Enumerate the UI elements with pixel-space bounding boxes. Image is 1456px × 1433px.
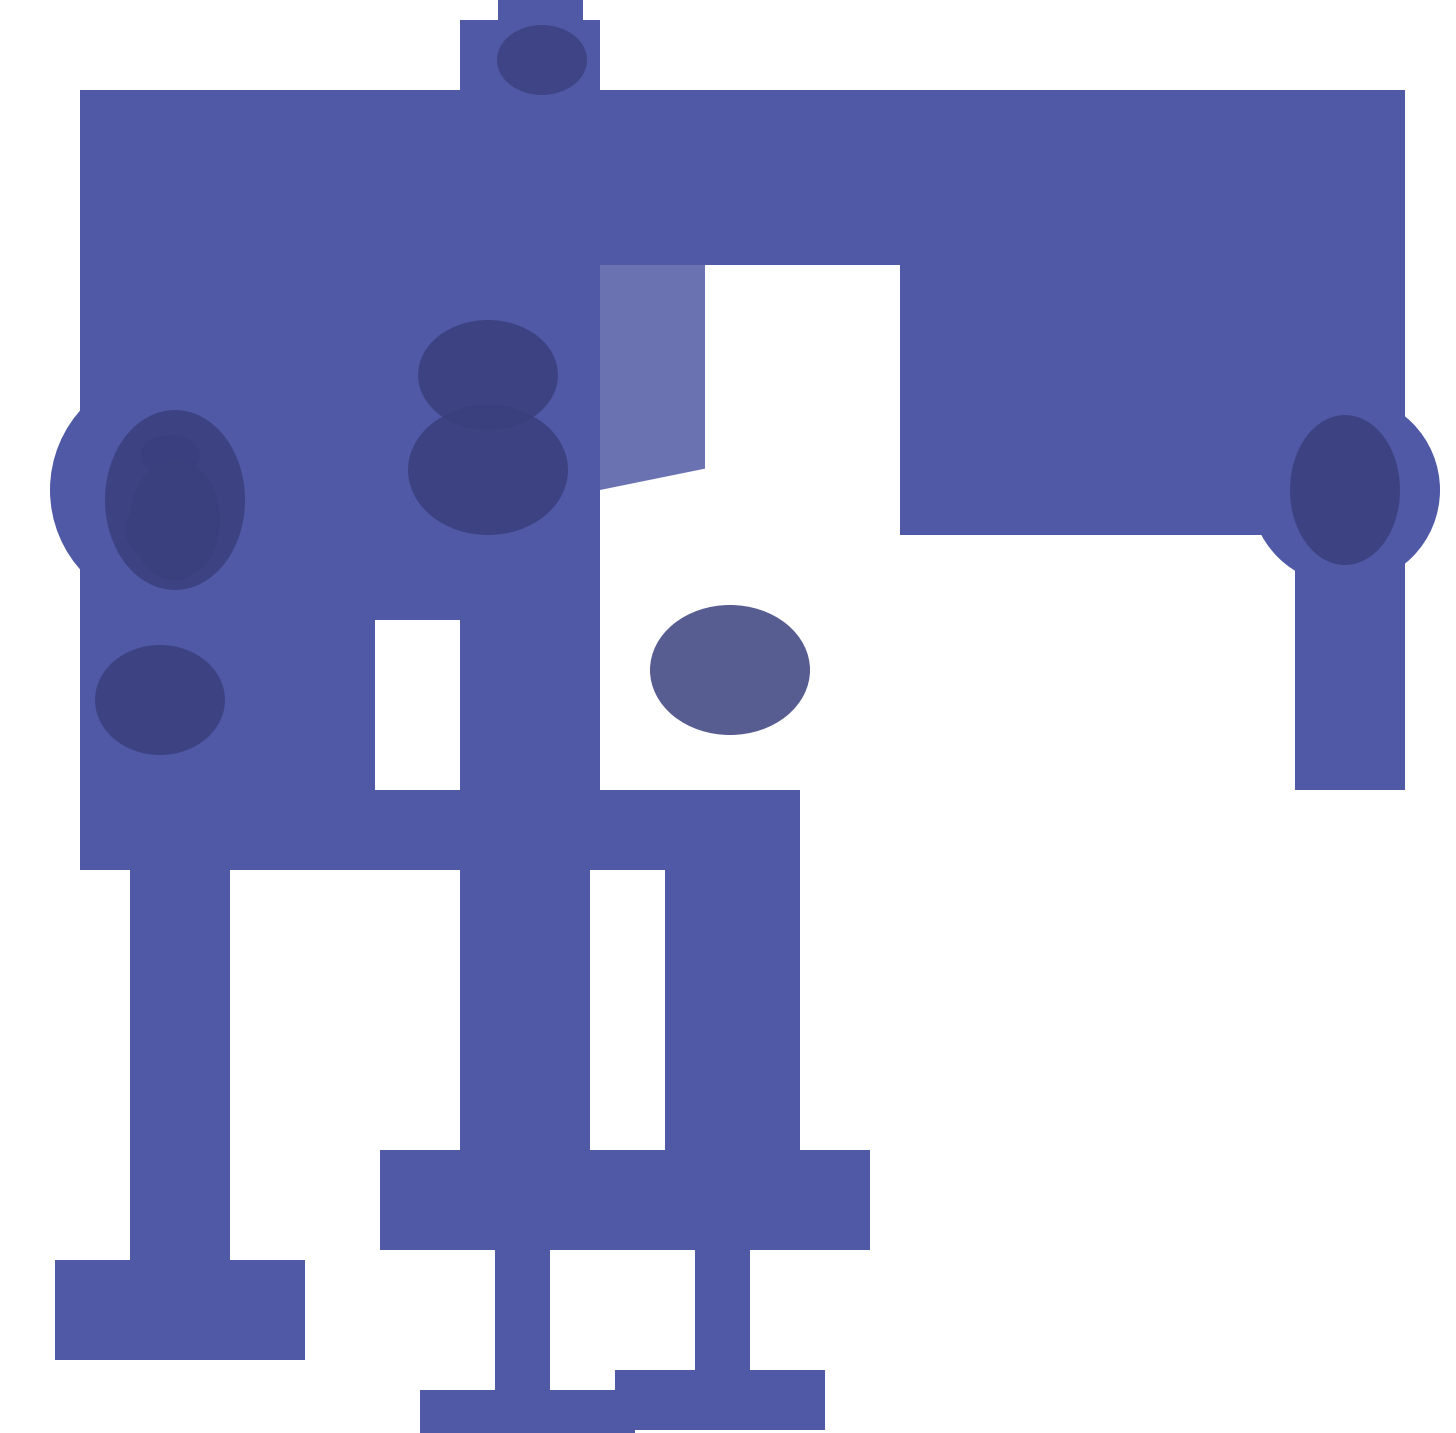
Bar	[376, 265, 600, 620]
Bar	[895, 265, 1294, 535]
Ellipse shape	[125, 494, 215, 565]
Bar	[460, 90, 600, 790]
Bar	[380, 1151, 676, 1250]
Bar	[80, 90, 900, 265]
Bar	[419, 1390, 635, 1433]
Bar	[495, 1250, 550, 1430]
Bar	[900, 90, 1401, 265]
Bar	[130, 790, 230, 1260]
Bar	[460, 790, 590, 980]
Bar	[460, 980, 590, 1151]
Bar	[895, 90, 1405, 535]
Polygon shape	[705, 430, 895, 600]
Ellipse shape	[1290, 416, 1401, 565]
Bar	[579, 1151, 871, 1250]
Bar	[665, 790, 799, 980]
Bar	[614, 1370, 826, 1430]
Bar	[665, 980, 799, 1151]
Polygon shape	[705, 430, 895, 600]
Ellipse shape	[140, 436, 199, 474]
Ellipse shape	[95, 645, 226, 755]
Polygon shape	[600, 90, 895, 265]
Ellipse shape	[496, 24, 587, 95]
Polygon shape	[80, 600, 376, 790]
Bar	[705, 265, 900, 605]
Bar	[55, 1260, 304, 1360]
Bar	[498, 0, 582, 95]
Bar	[695, 1250, 750, 1390]
Bar	[460, 20, 600, 181]
Polygon shape	[600, 265, 895, 490]
Ellipse shape	[418, 320, 558, 430]
Ellipse shape	[105, 410, 245, 590]
Circle shape	[1251, 396, 1440, 585]
Bar	[376, 90, 641, 265]
Bar	[1294, 90, 1405, 790]
Circle shape	[50, 370, 290, 610]
Bar	[80, 90, 376, 790]
Bar	[80, 790, 799, 870]
Ellipse shape	[408, 406, 568, 535]
Ellipse shape	[130, 460, 220, 580]
Ellipse shape	[649, 605, 810, 735]
